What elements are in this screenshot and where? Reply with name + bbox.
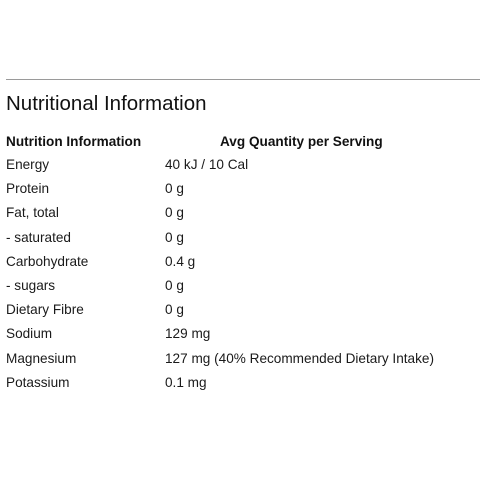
nutrient-name: - saturated (6, 229, 71, 245)
table-row: Potassium 0.1 mg (6, 371, 434, 395)
nutrient-name: Energy (6, 157, 50, 172)
nutrient-name: Potassium (6, 374, 70, 390)
nutrition-table: Nutrition Information Avg Quantity per S… (6, 131, 434, 395)
table-row: Dietary Fibre 0 g (6, 298, 434, 322)
table-row: Fat, total 0 g (6, 201, 434, 225)
section-title: Nutritional Information (6, 92, 207, 115)
nutrient-name: Magnesium (6, 350, 77, 366)
nutrient-value: 0 g (165, 181, 184, 197)
nutrient-value: 0 g (165, 278, 184, 294)
table-row: Energy 40 kJ / 10 Cal (6, 153, 434, 177)
table-row: - sugars 0 g (6, 274, 434, 298)
nutrient-name: Dietary Fibre (6, 302, 84, 318)
nutrient-name: Carbohydrate (6, 253, 89, 269)
nutrient-value: 40 kJ / 10 Cal (165, 157, 249, 172)
nutrient-value: 0.1 mg (165, 374, 207, 390)
column-header-quantity: Avg Quantity per Serving (220, 134, 383, 149)
table-row: Carbohydrate 0.4 g (6, 250, 434, 274)
nutrient-value: 0 g (165, 302, 184, 318)
nutrient-name: - sugars (6, 278, 56, 294)
table-header-row: Nutrition Information Avg Quantity per S… (6, 131, 434, 153)
table-row: - saturated 0 g (6, 226, 434, 250)
column-header-nutrient: Nutrition Information (6, 134, 142, 149)
nutrient-value: 0 g (165, 205, 184, 221)
nutrient-value: 0.4 g (165, 253, 196, 269)
table-row: Magnesium 127 mg (40% Recommended Dietar… (6, 347, 434, 371)
nutrient-name: Fat, total (6, 205, 59, 221)
section-divider (6, 79, 480, 80)
nutrient-value: 129 mg (165, 326, 211, 342)
nutrient-value: 0 g (165, 229, 184, 245)
nutrient-name: Protein (6, 181, 50, 197)
nutrient-value: 127 mg (40% Recommended Dietary Intake) (165, 350, 434, 366)
table-row: Protein 0 g (6, 177, 434, 201)
table-row: Sodium 129 mg (6, 322, 434, 346)
nutrient-name: Sodium (6, 326, 53, 342)
